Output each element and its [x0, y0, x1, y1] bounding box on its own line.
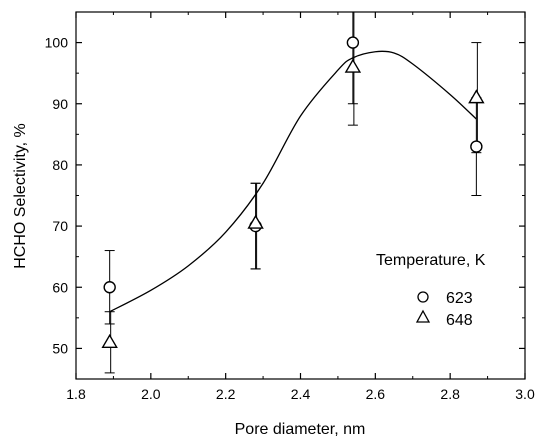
y-axis-ticks: 50 60 70 80 90 100	[45, 35, 525, 356]
point-648	[344, 58, 362, 73]
x-tick-label: 3.0	[515, 386, 535, 402]
legend-label-648: 648	[446, 312, 473, 329]
x-tick-label: 2.6	[366, 386, 386, 402]
fit-curve-layer	[109, 50, 477, 313]
error-bars-layer	[104, 12, 482, 374]
x-tick-label: 2.4	[291, 386, 311, 402]
x-tick-label: 2.2	[216, 386, 236, 402]
legend-title: Temperature, K	[376, 252, 486, 269]
y-tick-label: 80	[52, 157, 68, 173]
point-623	[470, 140, 483, 153]
point-623	[346, 36, 360, 49]
point-648	[101, 333, 118, 348]
x-tick-label: 2.0	[141, 386, 161, 402]
fit-curve	[109, 50, 477, 313]
x-tick-label: 2.8	[440, 386, 460, 402]
point-648	[247, 214, 264, 229]
legend-marker-648	[415, 309, 431, 323]
legend: Temperature, K 623 648	[376, 252, 486, 329]
y-tick-label: 60	[52, 279, 68, 295]
markers-layer	[101, 36, 485, 348]
x-axis-label: Pore diameter, nm	[235, 421, 366, 438]
legend-marker-623	[417, 291, 429, 303]
point-623	[103, 281, 116, 294]
y-tick-label: 70	[52, 218, 68, 234]
y-tick-label: 90	[52, 96, 68, 112]
legend-label-623: 623	[446, 290, 473, 307]
x-axis-ticks: 1.8 2.0 2.2 2.4 2.6 2.8 3.0	[66, 12, 535, 402]
y-tick-label: 100	[45, 35, 69, 51]
y-tick-label: 50	[52, 340, 68, 356]
y-axis-label: HCHO Selectivity, %	[12, 123, 29, 269]
point-648	[468, 89, 485, 104]
x-tick-label: 1.8	[66, 386, 86, 402]
